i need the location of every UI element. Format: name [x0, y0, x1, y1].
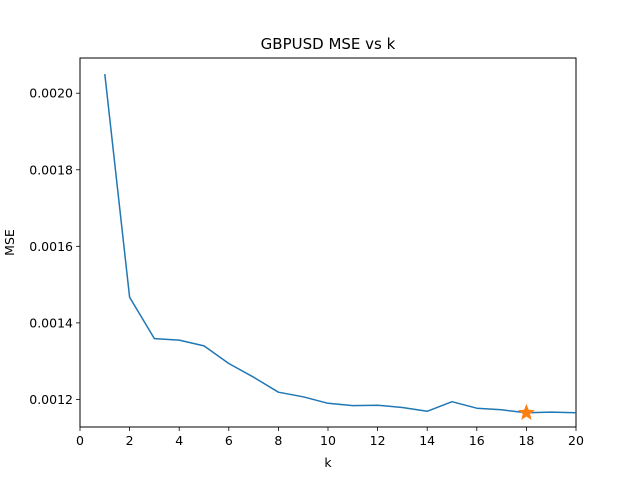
y-axis-label: MSE: [2, 229, 17, 256]
chart-title: GBPUSD MSE vs k: [261, 35, 396, 53]
x-tick-label: 16: [469, 433, 485, 448]
mse-series-line: [104, 74, 577, 414]
x-axis: 0 2 4 6 8 10 12 14 16 18 20: [76, 427, 584, 448]
x-axis-label: k: [324, 455, 332, 470]
x-tick-label: 10: [320, 433, 336, 448]
y-tick-label: 0.0016: [29, 239, 73, 254]
y-tick-label: 0.0014: [29, 315, 73, 330]
x-tick-label: 14: [419, 433, 435, 448]
x-tick-label: 4: [175, 433, 183, 448]
y-tick-label: 0.0020: [29, 86, 73, 101]
x-tick-label: 0: [76, 433, 84, 448]
x-tick-label: 18: [518, 433, 534, 448]
x-tick-label: 12: [370, 433, 386, 448]
y-tick-label: 0.0012: [29, 392, 73, 407]
best-k-star-marker: [517, 403, 535, 421]
x-tick-label: 8: [274, 433, 282, 448]
x-tick-label: 20: [568, 433, 584, 448]
x-tick-label: 2: [126, 433, 134, 448]
y-axis: 0.0012 0.0014 0.0016 0.0018 0.0020: [29, 86, 80, 407]
plot-area: [79, 57, 577, 428]
x-tick-label: 6: [225, 433, 233, 448]
y-tick-label: 0.0018: [29, 162, 73, 177]
